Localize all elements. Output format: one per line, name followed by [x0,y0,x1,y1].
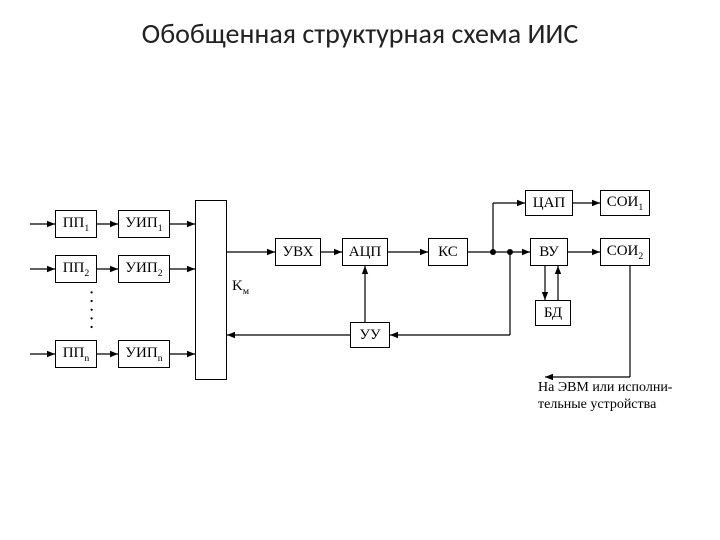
connection-layer [0,0,720,540]
